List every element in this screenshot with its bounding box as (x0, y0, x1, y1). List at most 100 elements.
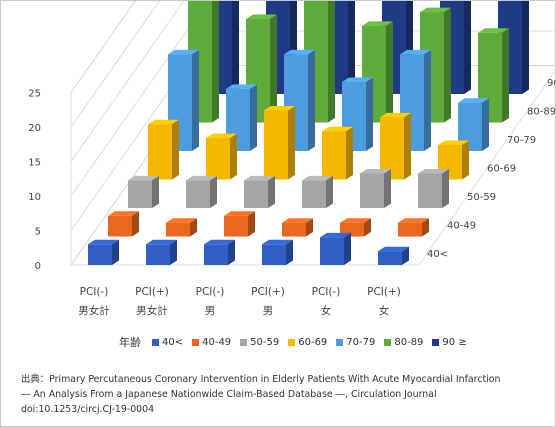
legend-item-40-49: 40-49 (192, 337, 231, 348)
bar (108, 215, 132, 237)
bar-side (112, 239, 119, 265)
legend-label: 80-89 (394, 336, 424, 348)
bar-top (418, 169, 449, 174)
y-tick-label: 5 (35, 227, 41, 238)
bar-top (342, 77, 373, 82)
bar-top (458, 98, 489, 103)
bar-side (344, 232, 351, 265)
bar (186, 180, 210, 208)
x-tick-label: PCI(-) (312, 286, 341, 298)
bar-top (378, 246, 409, 252)
bar-side (270, 14, 277, 123)
bar (398, 222, 422, 237)
bar-side (522, 1, 529, 94)
x-tick-label: 男女計 (78, 304, 110, 317)
bar-side (462, 140, 469, 180)
chart-3d-column: 0 5 10 15 20 25 40< 40-49 50-59 60-69 70-79 80-89 90… (28, 1, 555, 317)
bar-side (404, 112, 411, 180)
legend-swatch (240, 338, 248, 346)
bar-side (286, 239, 293, 265)
bar-top (146, 239, 177, 245)
bar-side (228, 239, 235, 265)
legend-label: 40< (162, 336, 184, 348)
legend-label: 40-49 (202, 336, 232, 348)
legend: 年齢 40< 40-49 50-59 60-69 70-79 80-89 90 … (119, 334, 467, 350)
x-tick-label: PCI(-) (80, 286, 109, 298)
bar-side (268, 175, 275, 208)
bar-side (402, 246, 409, 265)
bar (204, 244, 228, 265)
legend-item-90-over: 90 ≥ (432, 337, 467, 348)
bar-top (380, 112, 411, 118)
bar (206, 138, 230, 180)
bar-side (190, 218, 197, 237)
bar-top (244, 175, 275, 181)
bar-top (420, 7, 451, 13)
y-tick-label: 10 (28, 192, 41, 203)
bar-top (226, 84, 257, 89)
bar-top (438, 140, 469, 145)
bar-side (482, 98, 489, 151)
bar (360, 173, 384, 208)
x-tick-label: 男 (263, 305, 274, 317)
depth-axis-label: 60-69 (487, 163, 516, 174)
x-tick-label: 女 (321, 304, 332, 317)
bar-top (282, 218, 313, 223)
depth-axis-label: 40< (427, 249, 448, 260)
bar (322, 131, 346, 180)
bar-side (210, 175, 217, 208)
bar (418, 173, 442, 208)
bar-top (478, 28, 509, 33)
bar-side (288, 106, 295, 180)
depth-axis-label: 70-79 (507, 135, 536, 146)
bar (128, 180, 152, 208)
bar-side (248, 211, 255, 237)
legend-swatch (432, 338, 440, 346)
bar-side (172, 119, 179, 180)
bar-side (502, 28, 509, 123)
bar-side (326, 175, 333, 208)
bar-top (340, 218, 371, 223)
bar (262, 244, 286, 265)
gridline (70, 1, 209, 197)
bar-top (148, 119, 179, 125)
bar-side (366, 77, 373, 151)
bar (282, 222, 306, 237)
bar-top (186, 175, 217, 181)
legend-item-80-89: 80-89 (384, 337, 423, 348)
y-tick-label: 0 (35, 261, 41, 272)
bar-side (306, 218, 313, 237)
source-line: doi:10.1253/circj.CJ-19-0004 (21, 404, 155, 415)
bar-side (384, 169, 391, 208)
bar-side (328, 1, 335, 123)
depth-axis-label: 50-59 (467, 192, 496, 203)
bar (244, 180, 268, 208)
x-tick-label: PCI(+) (135, 286, 169, 298)
bar (88, 244, 112, 265)
legend-label: 70-79 (346, 336, 376, 348)
depth-axis-label: 80-89 (527, 106, 555, 117)
bar-side (424, 49, 431, 151)
bar-side (364, 218, 371, 237)
x-tick-label: 女 (379, 304, 390, 317)
gridline (70, 1, 185, 162)
gridline (70, 1, 136, 93)
legend-item-40-under: 40< (152, 337, 183, 348)
bar (224, 215, 248, 237)
y-tick-label: 25 (28, 89, 41, 100)
bar (264, 110, 288, 180)
bar-top (224, 211, 255, 216)
bar-top (362, 21, 393, 26)
bar-top (302, 175, 333, 181)
bar (148, 124, 172, 180)
bar-top (262, 239, 293, 245)
bar-side (152, 175, 159, 208)
bar-side (348, 1, 355, 94)
source-line: ― An Analysis From a Japanese Nationwide… (21, 389, 437, 400)
bar-top (322, 126, 353, 132)
bar-side (386, 21, 393, 123)
bar-side (192, 49, 199, 151)
x-tick-label: PCI(-) (196, 286, 225, 298)
bar-top (264, 106, 295, 111)
bar-top (320, 232, 351, 238)
